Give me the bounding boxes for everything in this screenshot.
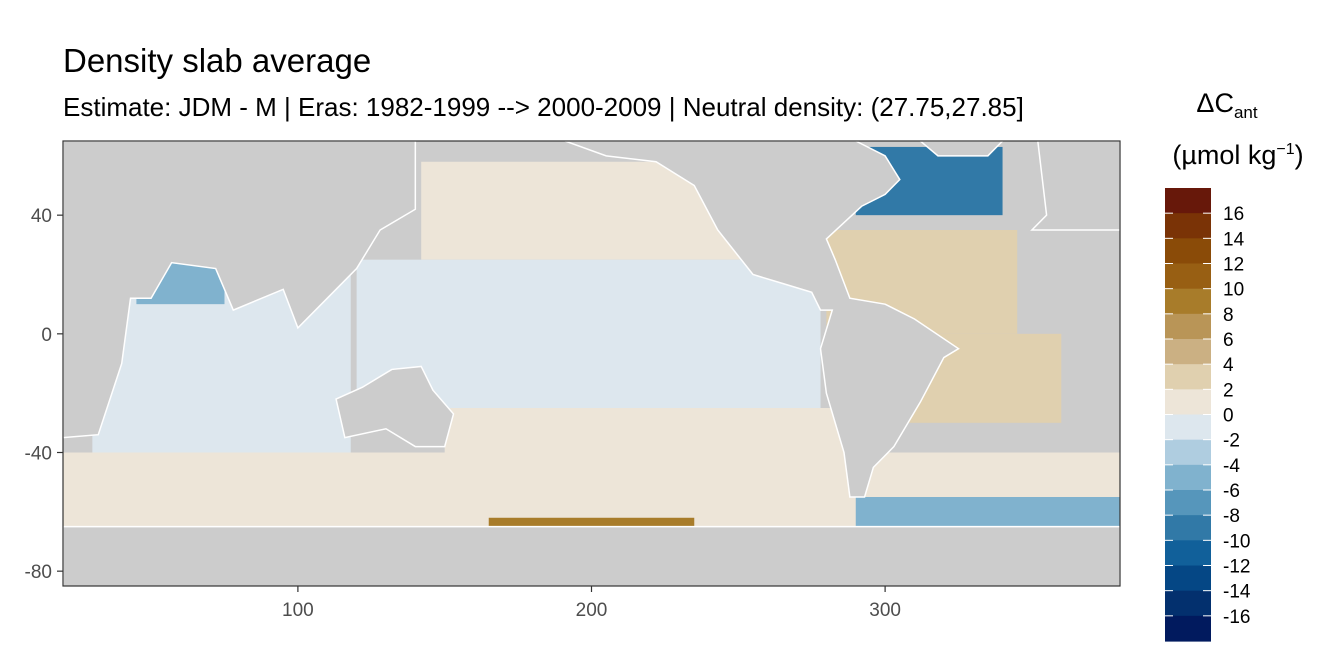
legend-label: 12 — [1223, 255, 1244, 276]
color-legend: ΔCant (µmol kg−1) 16 14 12 10 8 6 4 2 0 -2 -4 -6 -8 -… — [1165, 88, 1304, 642]
legend-swatch — [1165, 590, 1211, 617]
legend-label: 4 — [1223, 355, 1234, 376]
legend-swatch — [1165, 313, 1211, 340]
legend-swatch — [1165, 213, 1211, 239]
x-axis: 100 200 300 — [282, 586, 901, 621]
chart-subtitle: Estimate: JDM - M | Eras: 1982-1999 --> … — [63, 92, 1024, 122]
legend-unit-close: ) — [1295, 140, 1304, 170]
x-tick-label: 100 — [282, 600, 314, 621]
legend-title-main: ΔC — [1196, 88, 1234, 118]
legend-label: -14 — [1223, 582, 1251, 603]
legend-label: 14 — [1223, 229, 1245, 250]
legend-swatch — [1165, 188, 1211, 214]
legend-swatch — [1165, 389, 1211, 416]
legend-label: 0 — [1223, 406, 1234, 427]
legend-swatch — [1165, 364, 1211, 390]
legend-swatch — [1165, 339, 1211, 365]
legend-title: ΔCant — [1196, 88, 1257, 122]
x-tick-label: 200 — [576, 600, 608, 621]
legend-label: 10 — [1223, 280, 1244, 301]
y-tick-label: -40 — [25, 444, 52, 465]
legend-colorbar — [1165, 188, 1211, 642]
legend-swatch — [1165, 540, 1211, 567]
legend-label: 8 — [1223, 305, 1234, 326]
ocean-region-1 — [356, 259, 821, 408]
legend-swatch — [1165, 439, 1211, 466]
legend-label: -4 — [1223, 456, 1240, 477]
landmass-0 — [63, 141, 417, 439]
legend-unit: (µmol kg−1) — [1172, 140, 1303, 170]
landmass-3 — [1030, 141, 1120, 231]
legend-label: -10 — [1223, 531, 1250, 552]
landmass-2 — [564, 141, 960, 498]
legend-label: 16 — [1223, 204, 1244, 225]
legend-label: -6 — [1223, 481, 1240, 502]
landmass-5 — [919, 141, 1004, 157]
legend-swatch — [1165, 565, 1211, 592]
legend-swatch — [1165, 490, 1211, 516]
legend-label: 2 — [1223, 380, 1234, 401]
legend-title-subscript: ant — [1234, 103, 1258, 122]
legend-label: 6 — [1223, 330, 1234, 351]
landmasses — [63, 141, 1120, 586]
y-tick-label: -80 — [25, 562, 52, 583]
legend-swatch — [1165, 238, 1211, 265]
landmass-1 — [335, 365, 455, 448]
y-tick-label: 0 — [41, 325, 52, 346]
legend-swatch — [1165, 263, 1211, 290]
legend-labels: 16 14 12 10 8 6 4 2 0 -2 -4 -6 -8 -10 -12 -14 -16 — [1165, 204, 1251, 628]
legend-swatch — [1165, 288, 1211, 315]
x-tick-label: 300 — [869, 600, 901, 621]
legend-swatch — [1165, 414, 1211, 441]
chart-title: Density slab average — [63, 42, 372, 79]
legend-unit-main: (µmol kg — [1172, 140, 1276, 170]
y-tick-label: 40 — [31, 206, 52, 227]
legend-label: -8 — [1223, 506, 1240, 527]
legend-swatch — [1165, 615, 1211, 642]
landmass-4 — [63, 525, 1120, 586]
legend-label: -16 — [1223, 607, 1250, 628]
legend-swatch — [1165, 464, 1211, 491]
y-axis: 40 0 -40 -80 — [25, 206, 63, 583]
legend-label: -12 — [1223, 557, 1250, 578]
legend-unit-superscript: −1 — [1276, 141, 1294, 158]
legend-swatch — [1165, 515, 1211, 541]
legend-label: -2 — [1223, 431, 1240, 452]
